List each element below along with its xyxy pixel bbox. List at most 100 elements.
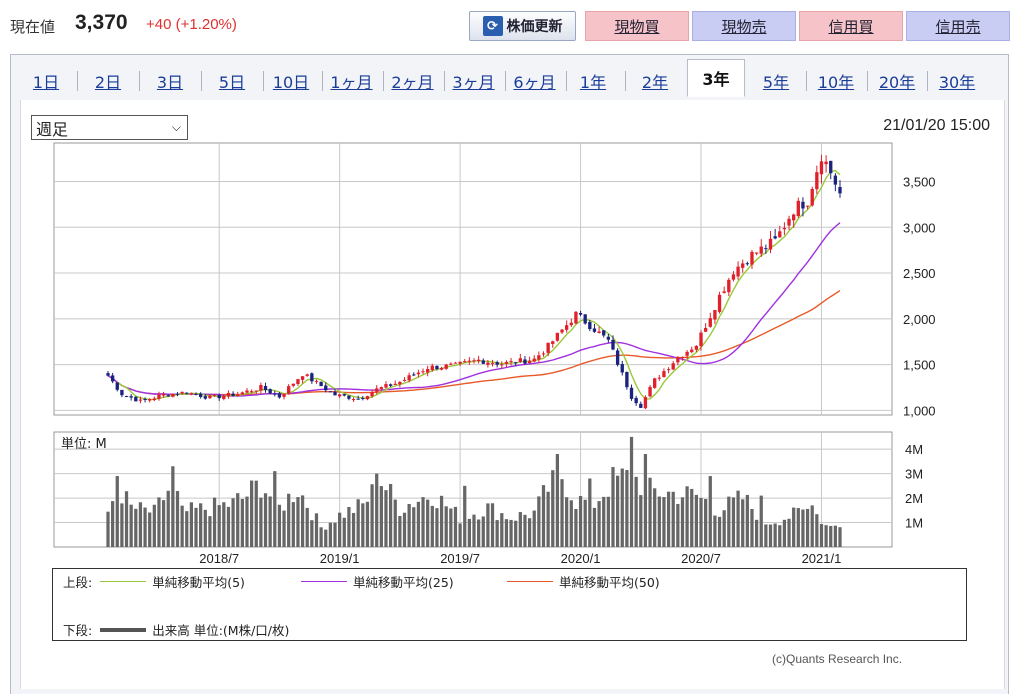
candle-body [792, 214, 796, 221]
candle-body [388, 384, 393, 386]
candlestick [254, 390, 258, 394]
candle-body [597, 331, 601, 334]
candle-body [148, 399, 152, 401]
candlestick [606, 333, 611, 343]
volume-bar [810, 505, 814, 547]
volume-bar [560, 479, 564, 547]
volume-bar [606, 496, 610, 547]
candle-body [476, 359, 481, 362]
candlestick [365, 395, 370, 401]
tab-3y[interactable]: 3年 [687, 59, 745, 97]
tab-6m[interactable]: 6ヶ月 [513, 73, 556, 92]
volume-bar [611, 467, 615, 547]
volume-bar [426, 499, 430, 547]
tab-2m[interactable]: 2ヶ月 [391, 73, 434, 92]
candle-body [676, 357, 680, 363]
volume-bar [792, 507, 796, 547]
margin-sell-button[interactable]: 信用売 [906, 11, 1010, 41]
candle-body [611, 339, 615, 350]
refresh-price-button[interactable]: ⟳ 株価更新 [469, 11, 576, 41]
spot-sell-button[interactable]: 現物売 [692, 11, 796, 41]
tab-1y[interactable]: 1年 [579, 73, 607, 92]
margin-buy-button[interactable]: 信用買 [799, 11, 903, 41]
candle-body [337, 394, 342, 397]
volume-bar [421, 497, 425, 547]
refresh-icon: ⟳ [482, 16, 503, 36]
candlestick [273, 390, 277, 397]
volume-bar [166, 490, 170, 547]
candle-body [240, 392, 245, 395]
tab-1m[interactable]: 1ヶ月 [330, 73, 373, 92]
candlestick [741, 259, 745, 273]
tab-divider [322, 71, 323, 91]
candlestick [388, 383, 393, 387]
candlestick [291, 383, 295, 388]
candlestick [416, 369, 421, 378]
candle-body [458, 361, 462, 364]
candlestick [555, 332, 560, 342]
volume-bar [546, 491, 550, 547]
candle-body [500, 364, 504, 366]
candle-body [815, 172, 819, 190]
volume-tick-label: 1M [905, 516, 923, 531]
tab-3d[interactable]: 3日 [156, 73, 184, 92]
volume-bar [736, 490, 740, 547]
candlestick [787, 215, 791, 230]
candle-body [541, 353, 546, 355]
candlestick [435, 365, 439, 371]
candle-body [157, 394, 161, 399]
candle-body [690, 349, 694, 353]
candle-body [722, 291, 726, 293]
time-tick-label: 2019/1 [320, 551, 360, 566]
volume-bar [199, 503, 203, 547]
tab-3m[interactable]: 3ヶ月 [452, 73, 495, 92]
volume-bar [699, 497, 703, 547]
volume-bar [222, 502, 226, 547]
candlestick [351, 397, 356, 402]
candle-body [356, 398, 360, 400]
volume-bar [500, 513, 504, 547]
candle-body [212, 394, 217, 396]
candle-body [120, 389, 124, 396]
volume-bar [208, 516, 212, 547]
candlestick [337, 393, 342, 399]
tab-20y[interactable]: 20年 [878, 73, 916, 92]
tab-30y[interactable]: 30年 [938, 73, 976, 92]
volume-bar [180, 505, 184, 547]
volume-bar [203, 509, 207, 547]
candlestick [713, 309, 717, 324]
candlestick [759, 239, 763, 257]
candle-body [805, 205, 810, 207]
tab-10y[interactable]: 10年 [817, 73, 855, 92]
tab-1d[interactable]: 1日 [32, 73, 60, 92]
spot-buy-button[interactable]: 現物買 [585, 11, 689, 41]
candle-body [467, 360, 472, 362]
volume-bar [541, 485, 546, 547]
candlestick [481, 358, 485, 365]
candlestick [509, 357, 513, 366]
candlestick [347, 395, 351, 401]
chevron-down-icon: ⌵ [171, 120, 181, 134]
tab-5y[interactable]: 5年 [762, 73, 790, 92]
tab-2d[interactable]: 2日 [94, 73, 122, 92]
candlestick [727, 277, 731, 297]
tab-2y[interactable]: 2年 [641, 73, 669, 92]
candlestick [240, 391, 245, 395]
candlestick [717, 291, 722, 314]
candlestick [731, 271, 736, 282]
tab-10d[interactable]: 10日 [272, 73, 310, 92]
candle-body [736, 266, 740, 277]
candlestick [514, 361, 518, 366]
tab-5d[interactable]: 5日 [218, 73, 246, 92]
volume-bar [268, 496, 272, 547]
candle-body [759, 246, 763, 254]
candle-period-select[interactable]: 週足 ⌵ [31, 115, 188, 140]
candle-body [110, 375, 115, 382]
volume-bar [477, 519, 481, 547]
volume-bar [236, 493, 240, 547]
volume-bar [578, 495, 583, 547]
period-tabs: 1日 2日 3日 5日 10日 1ヶ月 2ヶ月 3ヶ月 6ヶ月 1年 2年 3年… [20, 59, 1004, 99]
candlestick [657, 374, 661, 381]
ma50-line [107, 290, 841, 396]
candlestick [185, 392, 189, 395]
